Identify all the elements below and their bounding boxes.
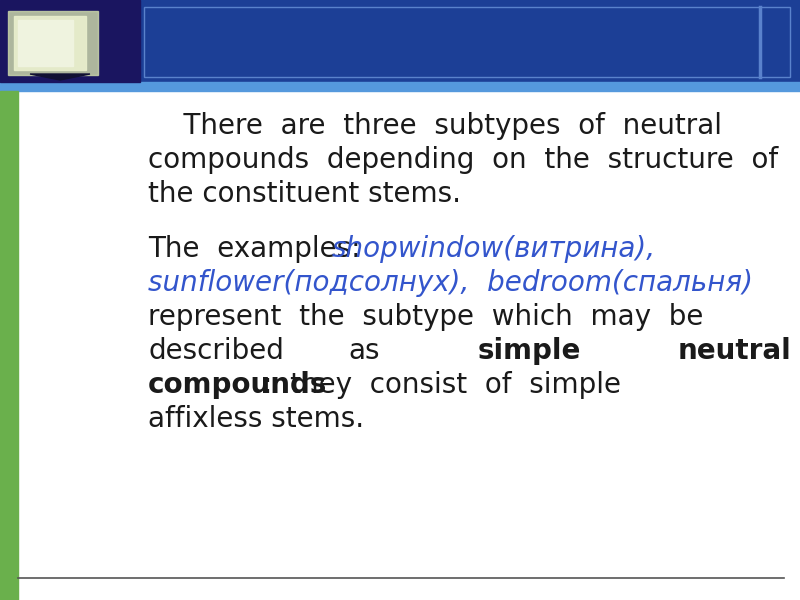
Text: sunflower(подсолнух),  bedroom(спальня): sunflower(подсолнух), bedroom(спальня) <box>148 269 753 297</box>
Text: There  are  three  subtypes  of  neutral: There are three subtypes of neutral <box>148 112 722 140</box>
Text: affixless stems.: affixless stems. <box>148 405 364 433</box>
Text: represent  the  subtype  which  may  be: represent the subtype which may be <box>148 303 703 331</box>
Text: neutral: neutral <box>678 337 792 365</box>
Bar <box>144 7 790 77</box>
Bar <box>0 0 800 82</box>
Text: simple: simple <box>478 337 582 365</box>
Polygon shape <box>30 74 90 80</box>
Bar <box>18 20 73 66</box>
Text: described: described <box>148 337 284 365</box>
Bar <box>8 11 98 75</box>
Text: as: as <box>348 337 379 365</box>
Bar <box>0 82 800 91</box>
Bar <box>0 91 18 600</box>
Text: shopwindow(витрина),: shopwindow(витрина), <box>332 235 656 263</box>
Text: compounds  depending  on  the  structure  of: compounds depending on the structure of <box>148 146 778 174</box>
Text: the constituent stems.: the constituent stems. <box>148 180 461 208</box>
Text: :  they  consist  of  simple: : they consist of simple <box>263 371 621 399</box>
Bar <box>0 0 140 82</box>
Bar <box>14 16 86 70</box>
Text: compounds: compounds <box>148 371 327 399</box>
Text: The  examples:: The examples: <box>148 235 378 263</box>
